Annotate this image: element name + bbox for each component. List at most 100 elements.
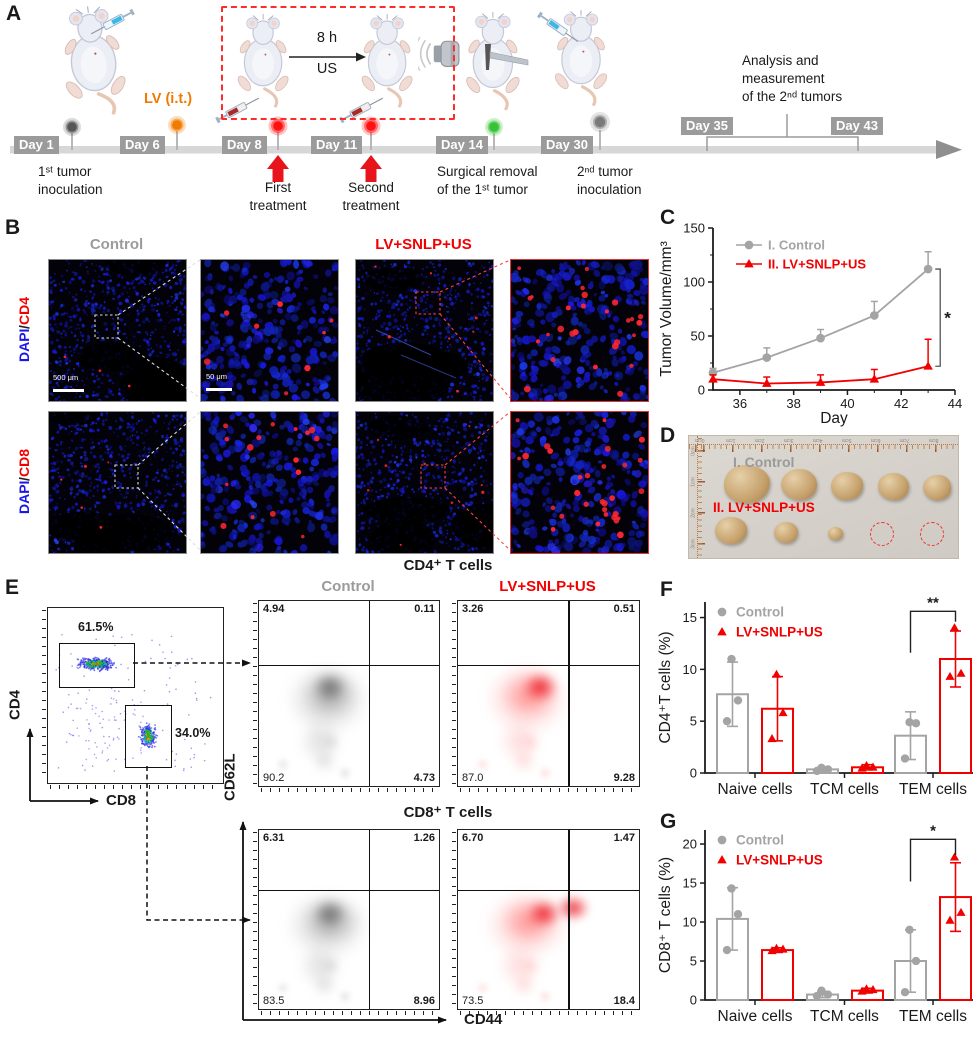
svg-text:0: 0 — [698, 383, 705, 398]
quad-value: 18.4 — [613, 995, 635, 1007]
day-8-badge: Day 8 — [222, 136, 267, 154]
quad-value: 83.5 — [263, 995, 285, 1007]
panel-d-label: D — [660, 424, 676, 447]
quad-value: 0.51 — [613, 603, 635, 615]
quad-value: 4.94 — [263, 603, 285, 615]
flow-plot-cd4-control: 4.94 0.11 90.2 4.73 — [253, 600, 440, 792]
micrograph-treated-cd8-wide — [355, 411, 494, 554]
quadrant-line — [568, 830, 570, 1009]
axis-label-cd62l: CD62L — [221, 753, 239, 801]
svg-text:CD4⁺T cells (%): CD4⁺T cells (%) — [657, 631, 674, 743]
first-treatment-arrow-icon — [267, 155, 289, 182]
svg-text:5: 5 — [690, 954, 697, 969]
tumor-photo: 0cm 1cm 2cm 3cm 4cm 5cm 6cm 7cm 8cm 0cm … — [688, 435, 959, 559]
ruler-tick-label: 7cm — [900, 437, 910, 443]
svg-text:0: 0 — [690, 993, 697, 1008]
micrograph-control-cd4-zoom: 50 μm — [200, 259, 339, 402]
svg-text:20: 20 — [683, 837, 697, 852]
tumor-control-1 — [724, 465, 770, 503]
second-treatment-arrow-icon — [360, 155, 382, 182]
svg-text:TEM cells: TEM cells — [899, 781, 967, 798]
quadrant-line — [368, 830, 371, 1009]
svg-text:Day: Day — [820, 410, 848, 427]
panel-b-control-header: Control — [89, 236, 144, 253]
timeline-pins — [63, 112, 610, 150]
ruler-tick-label: 8cm — [929, 437, 939, 443]
caption-first-inoculation: 1ˢᵗ tumor inoculation — [38, 164, 103, 197]
flow-treated-header: LV+SNLP+US — [499, 578, 596, 595]
quadrant-line — [259, 664, 439, 667]
svg-text:150: 150 — [683, 221, 705, 236]
caption-surgical-removal: Surgical removal of the 1ˢᵗ tumor — [437, 164, 538, 197]
quad-value: 8.96 — [413, 995, 435, 1007]
quad-value: 73.5 — [462, 995, 484, 1007]
quadrant-line — [458, 889, 639, 892]
svg-text:Control: Control — [736, 605, 784, 620]
scalebar-500um — [53, 389, 84, 392]
ruler-tick-label: 1cm — [726, 437, 736, 443]
flow-scatter-cd4-cd8 — [42, 607, 224, 789]
panel-g-label: G — [660, 810, 677, 833]
caption-second-treatment: Second treatment — [342, 180, 400, 213]
svg-text:10: 10 — [683, 662, 697, 677]
svg-text:5: 5 — [690, 714, 697, 729]
tumor-treated-1 — [715, 517, 747, 544]
flow-plot-cd4-treated: 3.26 0.51 87.0 9.28 — [452, 600, 640, 792]
mouse-day1 — [53, 1, 137, 120]
no-tumor-dashed-circle-1 — [870, 522, 894, 546]
lv-it-label: LV (i.t.) — [144, 91, 193, 107]
svg-text:15: 15 — [683, 610, 697, 625]
flow-control-header: Control — [321, 578, 375, 595]
panel-b-treated-header: LV+SNLP+US — [375, 236, 472, 253]
ruler-tick-label: 1cm — [690, 477, 697, 487]
panel-b-label: B — [5, 216, 21, 239]
quad-value: 1.26 — [413, 832, 435, 844]
svg-text:36: 36 — [733, 396, 747, 411]
cd4-tcells-title: CD4⁺ T cells — [403, 557, 493, 574]
cd8-gate — [125, 705, 172, 768]
quadrant-line — [259, 889, 439, 892]
ruler-tick-label: 0cm — [690, 446, 697, 456]
panel-a-label: A — [6, 2, 22, 25]
photo-treated-label: II. LV+SNLP+US — [713, 500, 815, 515]
cd4-memory-bar-chart: 0 5 10 15 Naive cells TCM cells TEM cells Contr… — [657, 594, 973, 798]
svg-text:TEM cells: TEM cells — [899, 1008, 967, 1025]
svg-text:10: 10 — [683, 915, 697, 930]
cd4-gate-percentage: 61.5% — [78, 620, 114, 634]
ruler-tick-label: 4cm — [813, 437, 823, 443]
quadrant-line — [568, 601, 570, 786]
quad-value: 3.26 — [462, 603, 484, 615]
us-arrow — [289, 52, 366, 62]
caption-first-treatment: First treatment — [249, 180, 307, 213]
svg-text:Tumor Volume/mm³: Tumor Volume/mm³ — [658, 241, 675, 377]
scalebar-50um-label: 50 μm — [206, 372, 227, 381]
panel-e-label: E — [5, 576, 20, 599]
svg-text:II. LV+SNLP+US: II. LV+SNLP+US — [768, 257, 866, 272]
cd4-gate — [59, 643, 135, 688]
us-treatment-dashed-box — [221, 6, 455, 120]
axis-label-cd8: CD8 — [106, 792, 137, 809]
micrograph-treated-cd4-zoom — [510, 259, 649, 402]
axis-label-cd4: CD4 — [6, 690, 24, 721]
tumor-treated-3 — [828, 527, 843, 540]
tumor-treated-2 — [774, 522, 798, 543]
cd8-gate-percentage: 34.0% — [175, 726, 211, 740]
ruler-tick-label: 2cm — [690, 508, 697, 518]
tumor-volume-chart: 0 50 100 150 36 38 40 42 44 Day Tumor Volume/mm³ I.… — [658, 221, 962, 428]
caption-analysis: Analysis and measurement of the 2ⁿᵈ tumo… — [742, 53, 843, 104]
quad-value: 87.0 — [462, 772, 484, 784]
quadrant-line — [458, 664, 639, 667]
quad-value: 0.11 — [414, 603, 435, 615]
ruler-left — [697, 436, 705, 558]
micrograph-treated-cd8-zoom — [510, 411, 649, 554]
row-label-dapi-cd8: DAPI / CD8 — [14, 411, 34, 552]
cd4-label: CD4 — [16, 296, 32, 325]
mouse-surgery — [462, 12, 529, 111]
ruler-tick-label: 3cm — [784, 437, 794, 443]
micrograph-control-cd8-zoom — [200, 411, 339, 554]
day-11-badge: Day 11 — [311, 136, 363, 154]
day-43-badge: Day 43 — [831, 117, 883, 135]
analysis-bracket — [706, 114, 859, 151]
